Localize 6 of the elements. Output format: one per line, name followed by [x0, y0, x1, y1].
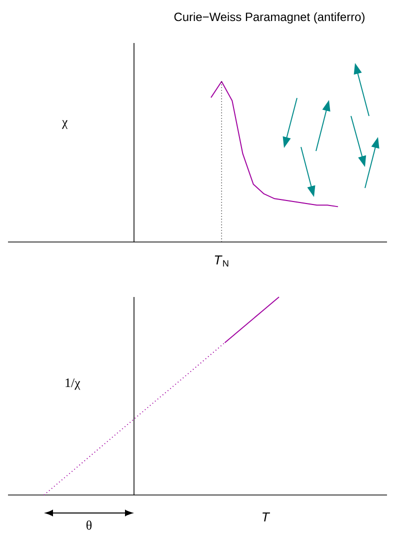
x-axis-title: T [262, 512, 270, 522]
y-axis-title: χ [62, 120, 68, 129]
y-axis-title: 1/χ [66, 378, 80, 390]
text: θ [86, 520, 92, 530]
text: T$_{N}$ [214, 256, 228, 267]
chart-title: Curie−Weiss Paramagnet (antiferro) [174, 12, 364, 24]
